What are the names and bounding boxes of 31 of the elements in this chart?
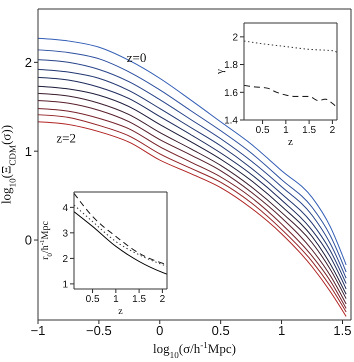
x-tick-label: 1.5 [333, 323, 352, 338]
y-tick-label: 2 [24, 54, 32, 70]
x-tick-label: −0.5 [86, 323, 112, 338]
x-tick-label: 1.5 [132, 294, 146, 306]
x-tick-label: 1 [278, 323, 286, 338]
y-axis-title: γ [214, 68, 226, 75]
x-tick-label: 1 [283, 125, 290, 136]
x-tick-label: 0 [156, 323, 164, 338]
annotation: z=2 [56, 130, 76, 146]
x-axis-title: z [118, 306, 124, 317]
x-tick-label: 1 [113, 294, 120, 306]
x-tick-label: −1 [30, 323, 46, 338]
y-tick-label: 2 [62, 254, 68, 265]
x-tick-label: 0.5 [212, 323, 230, 338]
y-tick-label: 4 [62, 202, 68, 214]
y-tick-label: 3 [62, 228, 68, 240]
x-tick-label: 2 [330, 125, 336, 136]
x-tick-label: 0.5 [86, 294, 100, 306]
y-tick-label: 1 [62, 279, 68, 290]
annotation: z=0 [126, 50, 146, 65]
y-tick-label: 2 [232, 32, 238, 44]
x-axis-title: log$_{10}$(σ/h$^{-1}$Mpc) [153, 340, 236, 360]
x-tick-label: 2 [160, 294, 166, 306]
y-tick-label: 1 [24, 144, 32, 159]
x-axis-title: z [288, 136, 294, 148]
x-tick-label: 0.5 [256, 125, 270, 136]
y-tick-label: 1.8 [224, 60, 238, 72]
x-tick-label: 1.5 [302, 125, 316, 136]
y-tick-label: 1.4 [224, 116, 238, 127]
y-tick-label: 0 [24, 232, 32, 248]
y-tick-label: 1.6 [224, 88, 238, 99]
